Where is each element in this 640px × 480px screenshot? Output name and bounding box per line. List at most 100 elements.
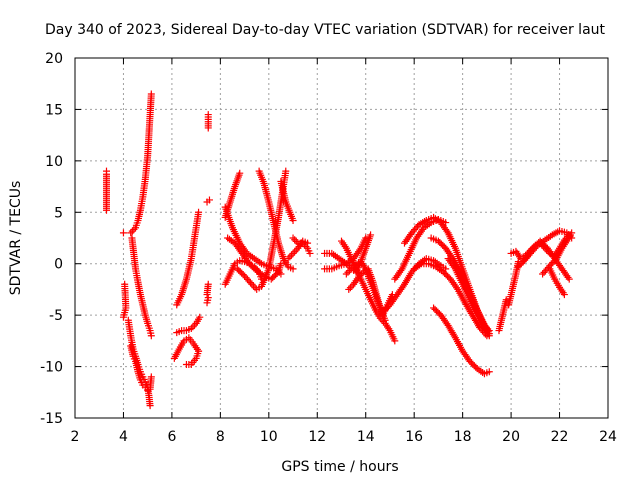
data-series [233, 167, 290, 293]
data-point [362, 234, 370, 242]
data-series [430, 304, 493, 378]
data-point [249, 282, 257, 290]
x-tick-label: 12 [308, 429, 326, 445]
data-series [255, 167, 297, 273]
x-tick-label: 4 [119, 429, 128, 445]
data-point [346, 267, 354, 275]
data-series [127, 342, 155, 394]
x-tick-label: 20 [502, 429, 520, 445]
data-series [102, 167, 110, 214]
x-tick-label: 16 [405, 429, 423, 445]
data-point [485, 332, 493, 340]
data-point [291, 236, 299, 244]
data-series [505, 258, 522, 309]
y-tick-label: -10 [40, 360, 63, 376]
data-point [304, 239, 312, 247]
data-series [203, 111, 213, 307]
y-tick-label: -5 [49, 308, 63, 324]
data-point [236, 169, 244, 177]
data-series [284, 237, 312, 263]
data-point [344, 268, 352, 276]
data-point [347, 265, 355, 273]
data-point [349, 263, 357, 271]
data-series [170, 334, 203, 362]
data-point [127, 229, 135, 237]
data-point [292, 237, 300, 245]
data-point [246, 279, 254, 287]
data-point [381, 316, 389, 324]
data-point [289, 265, 297, 273]
data-point [203, 299, 211, 307]
data-point [147, 373, 155, 381]
data-point [147, 332, 155, 340]
data-point [119, 229, 127, 237]
x-tick-label: 24 [599, 429, 617, 445]
data-series [381, 255, 450, 314]
x-tick-label: 2 [71, 429, 80, 445]
data-point [443, 227, 451, 235]
data-point [289, 249, 297, 257]
data-series [128, 234, 155, 340]
data-point [195, 347, 203, 355]
y-tick-label: 20 [45, 51, 63, 67]
data-point [187, 325, 195, 333]
y-tick-label: -15 [40, 411, 63, 427]
data-series [444, 255, 493, 340]
data-point [358, 270, 366, 278]
data-point [350, 261, 358, 269]
x-tick-label: 8 [216, 429, 225, 445]
data-point [560, 291, 568, 299]
data-point [147, 90, 155, 98]
data-point [282, 167, 290, 175]
data-point [291, 248, 299, 256]
x-tick-label: 18 [454, 429, 472, 445]
y-tick-label: 0 [54, 257, 63, 273]
data-point [189, 323, 197, 331]
data-series [224, 234, 285, 283]
data-point [354, 273, 362, 281]
data-point [287, 251, 295, 259]
data-point [306, 249, 314, 257]
data-series [182, 347, 203, 369]
data-series [173, 208, 203, 309]
x-tick-labels: 2 4 6 8 10 12 14 16 18 20 22 24 [71, 429, 617, 445]
data-point [128, 227, 136, 235]
data-point [450, 263, 458, 271]
x-tick-label: 22 [551, 429, 569, 445]
data-point [196, 313, 204, 321]
data-point [248, 280, 256, 288]
y-tick-labels: -15 -10 -5 0 5 10 15 20 [40, 51, 63, 427]
data-point [289, 234, 297, 242]
x-tick-label: 14 [357, 429, 375, 445]
data-series [119, 229, 130, 321]
data-series [546, 265, 568, 299]
y-tick-label: 15 [45, 102, 63, 118]
data-point [191, 321, 199, 329]
data-point [564, 273, 572, 281]
data-series [173, 313, 204, 337]
x-axis-label: GPS time / hours [281, 459, 398, 475]
y-axis-label: SDTVAR / TECUs [8, 181, 24, 296]
data-point [203, 291, 211, 299]
data-point [204, 124, 212, 132]
data-point [286, 253, 294, 261]
data-point [146, 402, 154, 410]
data-series [495, 296, 510, 335]
data-point [277, 260, 285, 268]
data-series [345, 265, 396, 319]
data-point [289, 217, 297, 225]
data-point [102, 206, 110, 214]
data-point [383, 304, 391, 312]
data-point [485, 368, 493, 376]
data-point [453, 284, 461, 292]
data-point [348, 282, 356, 290]
data-series [338, 237, 399, 345]
data-series [127, 90, 155, 237]
data-point [342, 270, 350, 278]
data-point [203, 198, 211, 206]
plot-frame [74, 57, 609, 419]
data-point [419, 225, 427, 233]
data-series [277, 177, 297, 225]
data-series [539, 229, 576, 278]
